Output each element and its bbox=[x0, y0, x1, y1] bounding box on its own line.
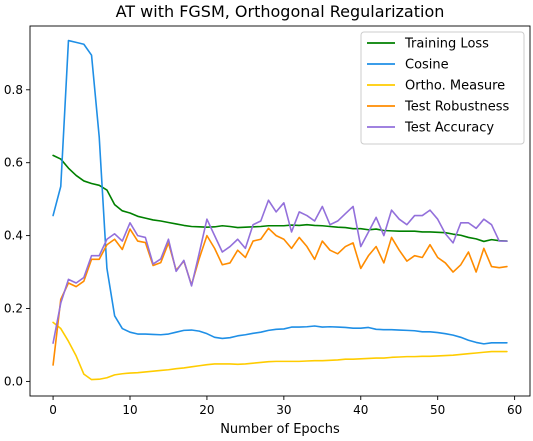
series-line-cosine bbox=[52, 39, 508, 345]
x-tick-label: 20 bbox=[199, 403, 214, 417]
legend: Training Loss Cosine Ortho. Measure Test Ro… bbox=[360, 31, 525, 145]
x-tick-label: 60 bbox=[507, 403, 522, 417]
x-tick-label: 10 bbox=[122, 403, 137, 417]
series-line-ortho-measure bbox=[52, 321, 508, 381]
legend-label-test-robustness: Test Robustness bbox=[404, 100, 510, 115]
series-line-test-robustness bbox=[52, 227, 508, 366]
x-axis-label: Number of Epochs bbox=[220, 422, 340, 437]
x-tick-label: 40 bbox=[353, 403, 368, 417]
plot-area bbox=[52, 39, 508, 381]
x-tick-label: 30 bbox=[276, 403, 291, 417]
x-tick-label: 50 bbox=[430, 403, 445, 417]
legend-label-ortho-measure: Ortho. Measure bbox=[405, 79, 505, 94]
y-tick-label: 0.2 bbox=[4, 302, 23, 316]
axes: 0 10 20 30 40 50 60 0.0 0.2 0.4 0.6 0.8 bbox=[4, 25, 531, 417]
series-line-training-loss bbox=[52, 154, 508, 243]
axes-frame bbox=[29, 25, 531, 397]
legend-label-test-accuracy: Test Accuracy bbox=[404, 121, 494, 136]
y-tick-label: 0.8 bbox=[4, 83, 23, 97]
chart-title: AT with FGSM, Orthogonal Regularization bbox=[116, 2, 445, 21]
y-tick-label: 0.0 bbox=[4, 374, 23, 388]
legend-box bbox=[360, 31, 525, 145]
y-tick-label: 0.6 bbox=[4, 156, 23, 170]
legend-label-training-loss: Training Loss bbox=[404, 37, 489, 52]
series-line-test-accuracy bbox=[52, 199, 508, 344]
legend-label-cosine: Cosine bbox=[405, 58, 449, 73]
x-tick-label: 0 bbox=[49, 403, 57, 417]
y-tick-label: 0.4 bbox=[4, 229, 23, 243]
